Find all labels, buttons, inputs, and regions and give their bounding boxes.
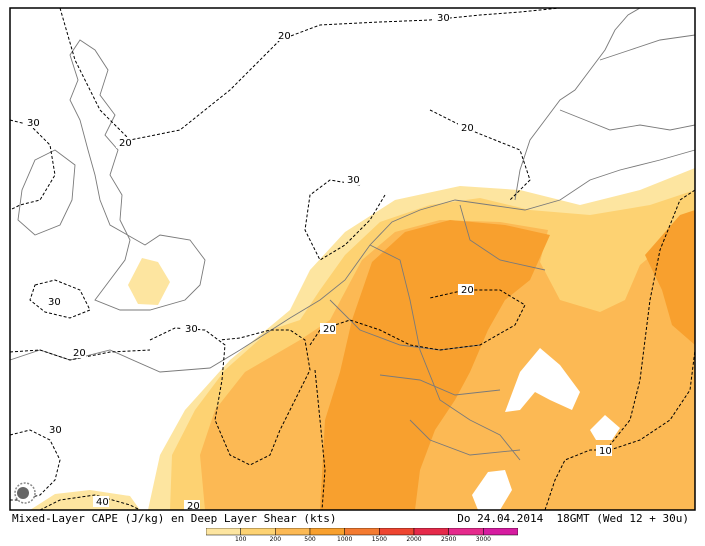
contour-label: 20 (116, 137, 132, 149)
contour-channel-30 (304, 179, 386, 261)
contour-france-30 (149, 327, 311, 466)
contour-biscay-30 (9, 429, 61, 501)
contour-uk-30 (29, 279, 91, 319)
contour-benelux-20 (309, 289, 526, 351)
cape-shading (30, 168, 695, 510)
scale-swatch (344, 528, 380, 536)
svg-text:30: 30 (437, 13, 450, 24)
contour-label: 20 (458, 122, 474, 134)
svg-text:10: 10 (599, 446, 612, 457)
svg-text:20: 20 (461, 123, 474, 134)
svg-text:20: 20 (187, 501, 200, 512)
scale-swatch (275, 528, 311, 536)
coast-great-britain (69, 39, 206, 311)
border-lines (329, 204, 546, 461)
map-caption-right: Do 24.04.2014 18GMT (Wed 12 + 30u) (457, 512, 689, 525)
contour-label: 20 (320, 323, 336, 335)
scale-swatch (448, 528, 484, 536)
contour-iberia-40 (39, 494, 141, 511)
coastlines (9, 7, 696, 461)
svg-text:20: 20 (119, 138, 132, 149)
svg-text:30: 30 (49, 425, 62, 436)
scale-label: 2500 (441, 536, 456, 542)
contour-label: 20 (275, 30, 291, 42)
scale-label: 1500 (372, 536, 387, 542)
cape-1000-east (645, 210, 695, 345)
contour-label: 30 (434, 12, 450, 24)
scale-swatch (379, 528, 415, 536)
contour-label: 30 (24, 117, 40, 129)
contour-east (609, 189, 696, 446)
svg-text:30: 30 (48, 297, 61, 308)
contour-label: 20 (184, 500, 200, 512)
cape-low-alps (505, 348, 580, 412)
contour-label: 30 (182, 323, 198, 335)
contour-channel-20 (9, 349, 151, 361)
map-caption-left: Mixed-Layer CAPE (J/kg) en Deep Layer Sh… (12, 512, 337, 525)
contour-labels: 30 20 30 20 20 30 30 20 30 20 20 30 40 2… (24, 12, 612, 512)
scale-label: 100 (235, 536, 247, 542)
contour-label: 40 (93, 496, 109, 508)
cape-low-se (590, 415, 620, 440)
cape-low-south (472, 470, 512, 510)
contour-center-20 (314, 369, 326, 511)
contour-north-20 (59, 7, 561, 141)
svg-text:20: 20 (461, 285, 474, 296)
contour-label: 20 (458, 284, 474, 296)
svg-text:20: 20 (323, 324, 336, 335)
contour-label: 30 (45, 296, 61, 308)
svg-text:40: 40 (96, 497, 109, 508)
contour-label: 30 (46, 424, 62, 436)
scale-label: 200 (270, 536, 282, 542)
cape-color-scale: 100 200 500 1000 1500 2000 2500 3000 (206, 528, 518, 542)
scale-label: 3000 (476, 536, 491, 542)
coast-scandinavia (514, 7, 696, 201)
scale-swatch (309, 528, 345, 536)
cape-100-patch-uk (128, 258, 170, 305)
svg-text:30: 30 (347, 175, 360, 186)
scale-swatch (413, 528, 449, 536)
contour-label: 10 (596, 445, 612, 457)
logo-icon (14, 482, 36, 504)
scale-swatch (483, 528, 518, 536)
contour-label: 20 (70, 347, 86, 359)
coast-ireland (17, 149, 76, 236)
svg-text:30: 30 (27, 118, 40, 129)
scale-swatch (240, 528, 276, 536)
scale-label: 2000 (406, 536, 421, 542)
contour-label: 30 (344, 174, 360, 186)
scale-label: 1000 (337, 536, 352, 542)
scale-label: 500 (304, 536, 316, 542)
scale-swatch (206, 528, 241, 536)
svg-text:30: 30 (185, 324, 198, 335)
cape-100-patch-sw (30, 490, 140, 510)
svg-text:20: 20 (73, 348, 86, 359)
cape-1000-area (320, 220, 550, 510)
svg-text:20: 20 (278, 31, 291, 42)
